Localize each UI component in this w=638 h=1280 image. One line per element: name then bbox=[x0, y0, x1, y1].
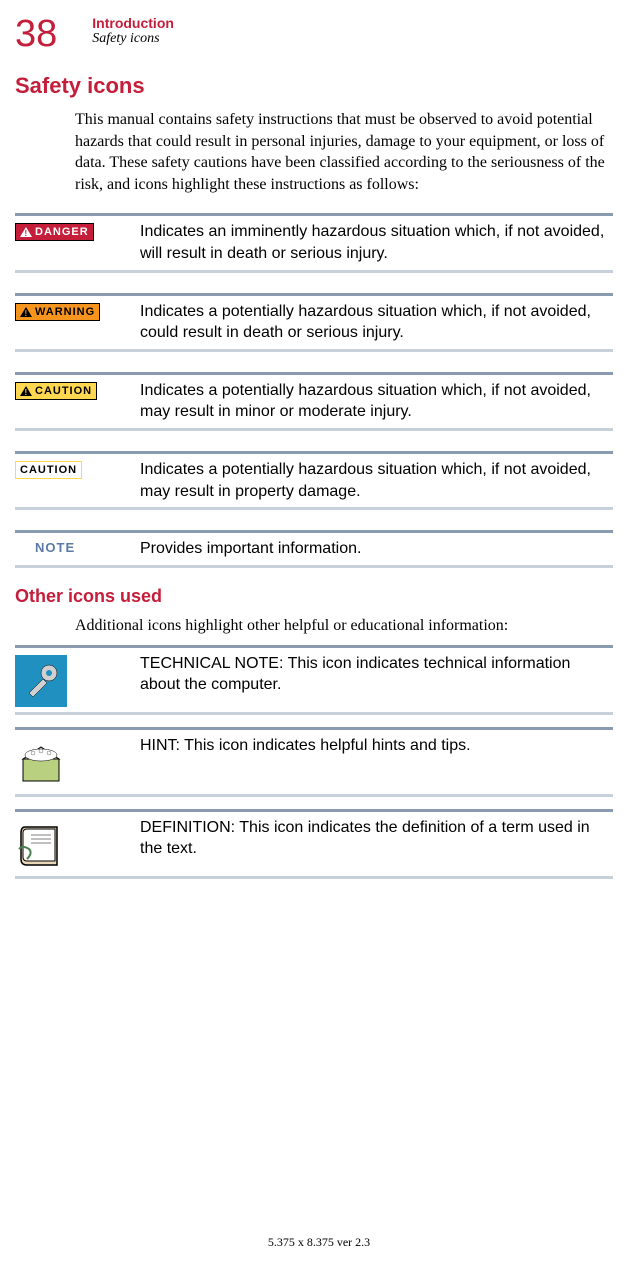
section-subtitle: Safety icons bbox=[92, 31, 174, 47]
other-item-row: DEFINITION: This icon indicates the defi… bbox=[15, 817, 613, 871]
danger-description: Indicates an imminently hazardous situat… bbox=[120, 221, 613, 264]
other-item-row: HINT: This icon indicates helpful hints … bbox=[15, 735, 613, 789]
caution-yellow-icon: CAUTION bbox=[15, 459, 120, 479]
safety-item-row: NOTE Provides important information. bbox=[15, 538, 613, 560]
divider bbox=[15, 372, 613, 375]
page-number: 38 bbox=[15, 15, 57, 53]
other-icons-heading: Other icons used bbox=[15, 586, 613, 607]
divider bbox=[15, 876, 613, 879]
footer-text: 5.375 x 8.375 ver 2.3 bbox=[0, 1235, 638, 1250]
page-header: 38 Introduction Safety icons bbox=[15, 15, 613, 53]
definition-description: DEFINITION: This icon indicates the defi… bbox=[120, 817, 613, 860]
caution-orange-icon: !CAUTION bbox=[15, 380, 120, 400]
caution-yellow-label-text: CAUTION bbox=[20, 464, 77, 476]
other-item-row: TECHNICAL NOTE: This icon indicates tech… bbox=[15, 653, 613, 707]
definition-icon bbox=[15, 817, 120, 871]
divider bbox=[15, 809, 613, 812]
caution-label-text: CAUTION bbox=[35, 385, 92, 397]
warning-description: Indicates a potentially hazardous situat… bbox=[120, 301, 613, 344]
technical-note-icon bbox=[15, 653, 120, 707]
caution-orange-description: Indicates a potentially hazardous situat… bbox=[120, 380, 613, 423]
divider bbox=[15, 727, 613, 730]
note-icon: NOTE bbox=[15, 538, 120, 555]
safety-intro-paragraph: This manual contains safety instructions… bbox=[75, 109, 613, 195]
note-label-text: NOTE bbox=[15, 540, 75, 555]
warning-label-text: WARNING bbox=[35, 306, 95, 318]
divider bbox=[15, 213, 613, 216]
chapter-title: Introduction bbox=[92, 15, 174, 31]
divider bbox=[15, 712, 613, 715]
divider bbox=[15, 794, 613, 797]
hint-description: HINT: This icon indicates helpful hints … bbox=[120, 735, 613, 757]
other-icons-intro: Additional icons highlight other helpful… bbox=[75, 617, 613, 635]
caution-yellow-description: Indicates a potentially hazardous situat… bbox=[120, 459, 613, 502]
safety-item-row: !WARNING Indicates a potentially hazardo… bbox=[15, 301, 613, 344]
note-description: Provides important information. bbox=[120, 538, 613, 560]
safety-icons-heading: Safety icons bbox=[15, 73, 613, 99]
divider bbox=[15, 428, 613, 431]
danger-icon: !DANGER bbox=[15, 221, 120, 241]
warning-icon: !WARNING bbox=[15, 301, 120, 321]
divider bbox=[15, 565, 613, 568]
danger-label-text: DANGER bbox=[35, 226, 89, 238]
divider bbox=[15, 270, 613, 273]
technical-note-description: TECHNICAL NOTE: This icon indicates tech… bbox=[120, 653, 613, 696]
safety-item-row: !DANGER Indicates an imminently hazardou… bbox=[15, 221, 613, 264]
divider bbox=[15, 530, 613, 533]
divider bbox=[15, 349, 613, 352]
divider bbox=[15, 507, 613, 510]
divider bbox=[15, 293, 613, 296]
hint-icon bbox=[15, 735, 120, 789]
safety-item-row: !CAUTION Indicates a potentially hazardo… bbox=[15, 380, 613, 423]
safety-item-row: CAUTION Indicates a potentially hazardou… bbox=[15, 459, 613, 502]
header-text-block: Introduction Safety icons bbox=[92, 15, 174, 47]
divider bbox=[15, 645, 613, 648]
divider bbox=[15, 451, 613, 454]
